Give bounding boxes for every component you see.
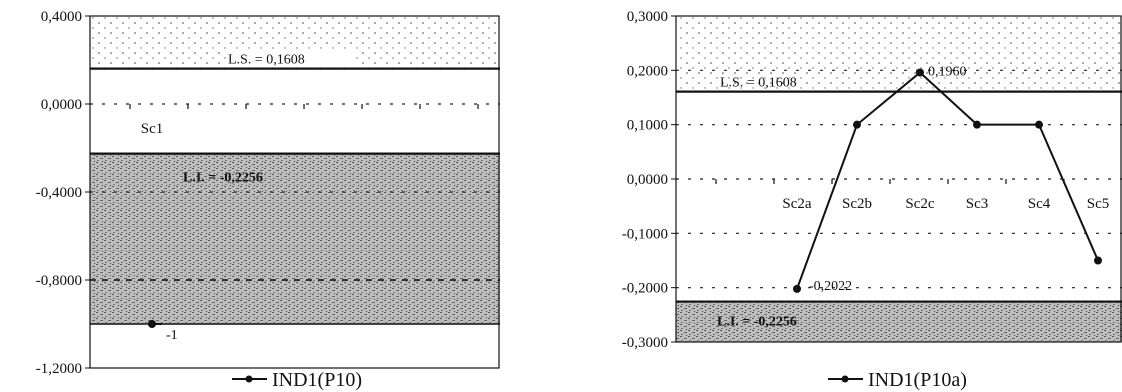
x-category-label: Sc4 (1028, 196, 1051, 212)
x-category-label: Sc5 (1087, 196, 1110, 212)
upper-band (676, 16, 1122, 92)
data-label: -1 (166, 328, 178, 343)
chart-right: 0,3000 0,2000 0,1000 0,0000 -0,1000 -0,2000 -0… (622, 9, 1122, 351)
x-category-label: Sc1 (141, 121, 164, 137)
legend-marker-icon (245, 375, 253, 383)
y-tick-label: -0,2000 (622, 281, 668, 297)
lower-band (676, 301, 1122, 342)
y-tick-label: -0,8000 (36, 273, 82, 289)
legend-label: IND1(P10) (272, 369, 362, 391)
legend-label: IND1(P10a) (868, 369, 967, 391)
series-line (796, 71, 1099, 290)
x-category-label: Sc2b (842, 196, 872, 212)
legend-left: IND1(P10) (232, 369, 362, 391)
y-tick-label: -0,1000 (622, 226, 668, 242)
y-tick-label: 0,4000 (41, 9, 82, 25)
lower-limit-label: L.I. = -0,2256 (717, 315, 797, 330)
x-category-label: Sc2a (782, 196, 812, 212)
y-tick-label: -0,4000 (36, 185, 82, 201)
x-category-label: Sc2c (905, 196, 935, 212)
legend-right: IND1(P10a) (828, 369, 967, 391)
lower-limit-label: L.I. = -0,2256 (183, 171, 263, 186)
data-point (793, 284, 801, 293)
data-point (973, 120, 981, 129)
chart-left: 0,4000 0,0000 -0,4000 -0,8000 -1,2000 L.S. = … (36, 9, 500, 377)
y-tick-label: 0,2000 (627, 63, 668, 79)
upper-limit-label: L.S. = 0,1608 (720, 76, 797, 91)
data-point (916, 68, 924, 77)
data-point (148, 320, 156, 328)
y-tick-label: 0,1000 (627, 118, 668, 134)
data-label: -0,2022 (809, 279, 852, 294)
lower-band (90, 153, 500, 324)
plot-frame (675, 15, 1122, 343)
data-point (853, 120, 861, 129)
y-tick-label: 0,3000 (627, 9, 668, 25)
y-tick-label: 0,0000 (627, 172, 668, 188)
y-tick-label: -0,3000 (622, 335, 668, 351)
upper-limit-label: L.S. = 0,1608 (228, 53, 305, 68)
limit-label-bg (226, 49, 356, 67)
x-category-label: Sc3 (966, 196, 989, 212)
data-point (1035, 120, 1043, 129)
data-label: 0,1960 (928, 65, 967, 80)
data-point (1094, 256, 1102, 265)
legend-marker-icon (841, 375, 849, 383)
y-tick-label: 0,0000 (41, 97, 82, 113)
plot-frame (89, 15, 500, 369)
y-tick-label: -1,2000 (36, 361, 82, 377)
